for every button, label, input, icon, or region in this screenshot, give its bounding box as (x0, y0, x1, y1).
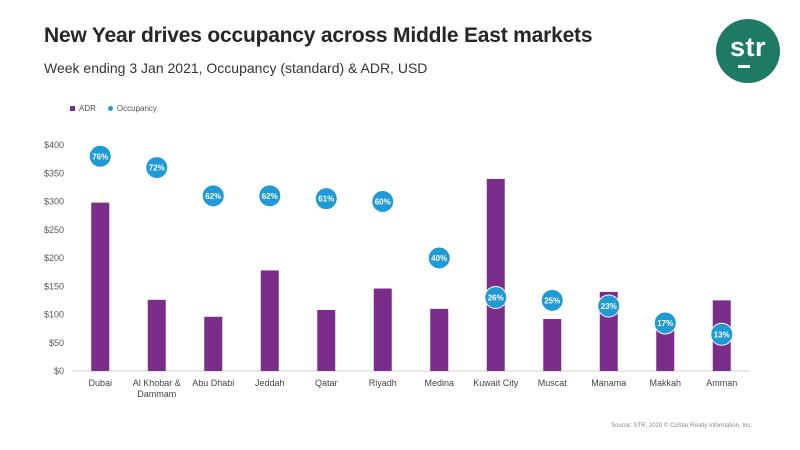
y-tick-label: $300 (44, 197, 64, 207)
adr-bar (486, 178, 505, 371)
legend-item-occupancy: Occupancy (107, 104, 157, 113)
source-note: Source: STR, 2020 © CoStar Realty Inform… (611, 423, 752, 429)
x-tick-label: Abu Dhabi (192, 378, 234, 388)
occupancy-marker (314, 187, 338, 211)
adr-bar (373, 288, 392, 371)
occupancy-marker (427, 246, 451, 270)
chart-title: New Year drives occupancy across Middle … (44, 24, 593, 47)
x-tick-label: Jeddah (255, 378, 285, 388)
occupancy-marker (653, 311, 677, 335)
occupancy-marker (88, 144, 112, 168)
y-tick-label: $250 (44, 225, 64, 235)
occupancy-data-label: 23% (601, 302, 617, 311)
adr-bar (204, 316, 223, 371)
occupancy-marker (145, 156, 169, 180)
occupancy-data-label: 60% (375, 198, 391, 207)
occupancy-data-label: 72% (149, 164, 165, 173)
occupancy-data-label: 40% (431, 254, 447, 263)
x-tick-label: Riyadh (369, 378, 397, 388)
x-tick-label: Dammam (137, 389, 176, 399)
x-tick-label: Qatar (315, 378, 338, 388)
occupancy-data-label: 61% (318, 195, 334, 204)
occupancy-marker (540, 288, 564, 312)
adr-bar (91, 202, 110, 371)
occupancy-marker (597, 294, 621, 318)
adr-bar (147, 299, 166, 371)
adr-bar (543, 319, 562, 371)
legend-label-occupancy: Occupancy (116, 104, 157, 113)
legend: ADR Occupancy (70, 104, 169, 113)
legend-swatch-adr (70, 106, 75, 111)
occupancy-marker (371, 190, 395, 213)
occupancy-marker (258, 184, 282, 208)
occupancy-data-label: 76% (92, 152, 108, 161)
occupancy-data-label: 17% (657, 319, 673, 328)
x-tick-label: Makkah (649, 378, 681, 388)
y-tick-label: $0 (54, 366, 64, 376)
x-tick-label: Manama (591, 378, 626, 388)
x-tick-label: Dubai (88, 378, 112, 388)
x-tick-label: Kuwait City (473, 378, 519, 388)
y-tick-label: $200 (44, 253, 64, 263)
occupancy-data-label: 25% (544, 296, 560, 305)
chart-subtitle: Week ending 3 Jan 2021, Occupancy (stand… (44, 60, 428, 76)
logo-underline (738, 65, 750, 68)
x-tick-label: Amman (706, 378, 737, 388)
y-tick-label: $50 (49, 338, 64, 348)
y-tick-label: $350 (44, 168, 64, 178)
y-tick-label: $400 (44, 140, 64, 150)
legend-label-adr: ADR (79, 104, 96, 113)
str-logo: str (716, 19, 780, 83)
occupancy-data-label: 26% (488, 294, 504, 303)
occupancy-marker (484, 286, 508, 310)
logo-text: str (729, 31, 766, 62)
occupancy-marker (710, 322, 734, 346)
occupancy-data-label: 62% (205, 192, 221, 201)
adr-bar (260, 270, 279, 371)
x-tick-label: Al Khobar & (133, 378, 181, 388)
occupancy-marker (201, 184, 225, 208)
adr-bar (656, 326, 675, 371)
adr-bar (317, 309, 336, 371)
legend-item-adr: ADR (70, 104, 96, 113)
adr-bar (430, 308, 449, 371)
y-tick-label: $150 (44, 281, 64, 291)
x-tick-label: Muscat (538, 378, 568, 388)
occupancy-data-label: 13% (714, 330, 730, 339)
x-tick-label: Medina (424, 378, 454, 388)
occupancy-data-label: 62% (262, 192, 278, 201)
y-tick-label: $100 (44, 310, 64, 320)
legend-swatch-occupancy (107, 106, 113, 111)
